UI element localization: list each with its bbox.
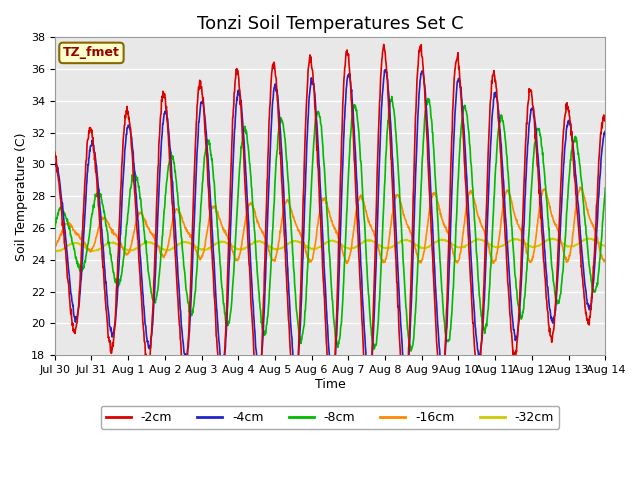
Y-axis label: Soil Temperature (C): Soil Temperature (C)	[15, 132, 28, 261]
Legend: -2cm, -4cm, -8cm, -16cm, -32cm: -2cm, -4cm, -8cm, -16cm, -32cm	[101, 406, 559, 429]
X-axis label: Time: Time	[315, 378, 346, 391]
Title: Tonzi Soil Temperatures Set C: Tonzi Soil Temperatures Set C	[196, 15, 463, 33]
Text: TZ_fmet: TZ_fmet	[63, 47, 120, 60]
